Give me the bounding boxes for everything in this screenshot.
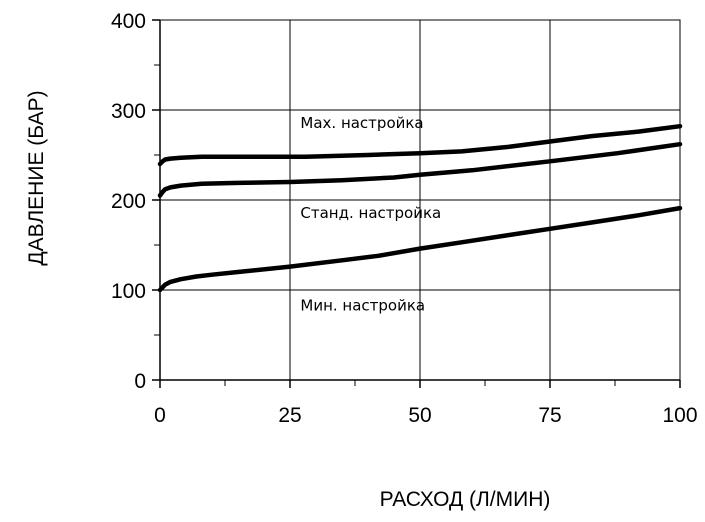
axes bbox=[152, 19, 681, 388]
y-tick-label: 400 bbox=[111, 10, 146, 33]
x-tick-label: 0 bbox=[154, 404, 166, 427]
annotation-1: Max. настройка bbox=[300, 114, 423, 132]
series-line-1 bbox=[157, 123, 683, 167]
x-tick-label: 50 bbox=[408, 404, 431, 427]
y-tick-label: 200 bbox=[111, 190, 146, 213]
series-lines bbox=[157, 123, 683, 293]
x-tick-labels: 0 25 50 75 100 bbox=[154, 404, 697, 427]
series-line-3 bbox=[157, 205, 683, 293]
y-axis-label: ДАВЛЕНИЕ (БАР) bbox=[25, 90, 48, 265]
x-tick-label: 25 bbox=[278, 404, 301, 427]
annotations: Max. настройка Станд. настройка Мин. настр… bbox=[300, 114, 441, 315]
y-tick-label: 0 bbox=[134, 370, 146, 393]
grid-lines bbox=[160, 19, 681, 380]
y-tick-label: 100 bbox=[111, 280, 146, 303]
x-tick-label: 75 bbox=[538, 404, 561, 427]
x-axis-label: РАСХОД (Л/МИН) bbox=[380, 488, 551, 511]
series-line-2 bbox=[157, 141, 683, 198]
y-tick-labels: 0 100 200 300 400 bbox=[111, 10, 146, 393]
annotation-2: Станд. настройка bbox=[300, 204, 441, 222]
y-tick-label: 300 bbox=[111, 100, 146, 123]
minor-ticks bbox=[154, 64, 616, 386]
x-tick-label: 100 bbox=[662, 404, 697, 427]
annotation-3: Мин. настройка bbox=[300, 297, 425, 315]
